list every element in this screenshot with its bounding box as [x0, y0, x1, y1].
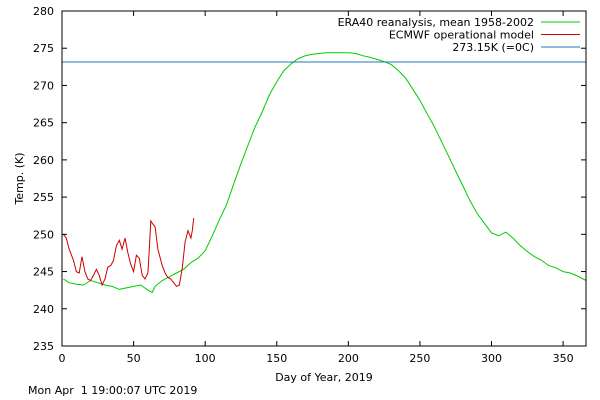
x-tick-label: 150 [266, 352, 287, 365]
x-tick-label: 250 [409, 352, 430, 365]
series-line-1 [63, 217, 195, 288]
x-tick-label: 0 [59, 352, 66, 365]
y-tick-label: 250 [33, 228, 54, 241]
x-axis-label: Day of Year, 2019 [275, 371, 373, 384]
x-tick-label: 350 [553, 352, 574, 365]
y-tick-label: 235 [33, 340, 54, 353]
y-tick-label: 255 [33, 191, 54, 204]
y-axis-label: Temp. (K) [13, 152, 26, 205]
y-tick-label: 240 [33, 303, 54, 316]
x-tick-label: 100 [195, 352, 216, 365]
y-tick-label: 270 [33, 79, 54, 92]
y-tick-label: 260 [33, 154, 54, 167]
y-tick-label: 245 [33, 266, 54, 279]
legend-label-1: ECMWF operational model [389, 29, 534, 42]
x-tick-label: 50 [127, 352, 141, 365]
axis-ticks: 0 50 100 150 200 250 300 350 235 240 245 250 255 260 2… [33, 5, 586, 365]
x-tick-label: 300 [481, 352, 502, 365]
series-layer [62, 52, 587, 294]
y-tick-label: 265 [33, 117, 54, 130]
y-tick-label: 275 [33, 42, 54, 55]
legend-label-0: ERA40 reanalysis, mean 1958-2002 [338, 16, 534, 29]
plot-frame [61, 10, 587, 347]
legend-label-2: 273.15K (=0C) [452, 41, 534, 54]
series-line-0 [63, 52, 587, 294]
x-tick-label: 200 [338, 352, 359, 365]
y-tick-label: 280 [33, 5, 54, 18]
timestamp: Mon Apr 1 19:00:07 UTC 2019 [28, 384, 198, 397]
